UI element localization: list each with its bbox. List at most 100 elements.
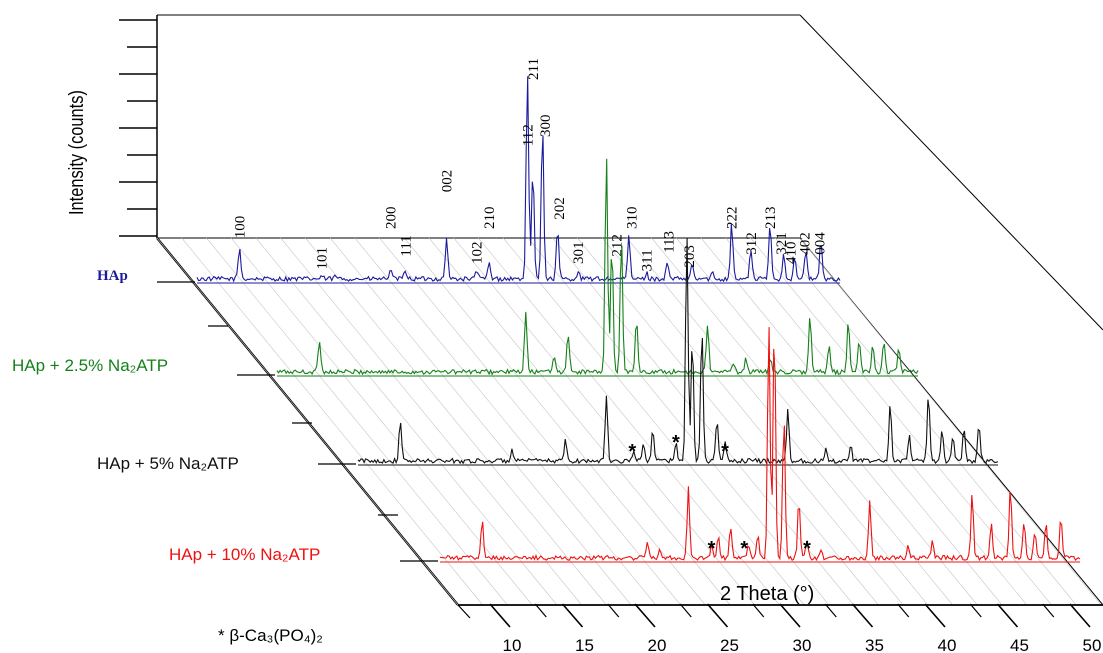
tcp-marker: * [672, 432, 680, 454]
tcp-marker: * [708, 538, 716, 560]
miller-index-label: 102 [470, 241, 486, 264]
floor-grid-line [478, 237, 780, 606]
floor-grid-line [181, 237, 483, 606]
x-minor-tick [897, 603, 910, 618]
miller-index-label: 202 [552, 197, 568, 220]
footnote-mark: * [218, 626, 225, 645]
floor-grid-line [552, 237, 854, 606]
floor-grid-line [750, 237, 1052, 606]
x-tick-label: 10 [503, 636, 522, 653]
x-tick-label: 45 [1010, 636, 1029, 653]
floor-grid-line [651, 237, 953, 606]
y-axis [119, 19, 157, 237]
chart-frame [156, 14, 1103, 606]
miller-index-label: 113 [662, 231, 678, 253]
tcp-marker: * [721, 441, 729, 463]
floor-grid-line [428, 237, 731, 606]
floor-grid-line [329, 237, 632, 606]
series-2: * * * [357, 237, 999, 466]
floor-grid-line [799, 237, 1102, 606]
miller-index-label: 002 [440, 170, 456, 193]
floor-grid-line [700, 237, 1003, 606]
floor-grid-line [255, 237, 558, 606]
miller-index-label: 312 [744, 232, 760, 255]
floor-grid-line [305, 237, 607, 606]
x-minor-tick [607, 603, 620, 618]
floor-grid-line [280, 237, 582, 606]
footnote-text: β-Ca₃(PO₄)₂ [229, 626, 323, 645]
floor-grid-line [404, 237, 706, 606]
x-major-tick [1069, 603, 1091, 628]
x-minor-tick [457, 604, 471, 619]
floor-grid-line [453, 237, 756, 606]
x-axis: 10 15 20 25 30 35 40 45 50 [457, 603, 1103, 653]
x-tick-label: 40 [938, 636, 957, 653]
floor-grid-line [379, 237, 681, 606]
x-tick-label: 15 [575, 636, 594, 653]
tcp-marker: * [740, 538, 748, 560]
floor-grid-line [502, 237, 805, 606]
x-tick-label: 35 [865, 636, 884, 653]
floor-grid-line [206, 237, 508, 606]
x-minor-tick [534, 603, 547, 618]
miller-index-label: 213 [763, 207, 779, 230]
miller-index-label: 112 [520, 124, 536, 146]
floor-grid-line [725, 237, 1028, 606]
x-tick-label: 20 [648, 636, 667, 653]
x-major-tick [851, 603, 874, 628]
series-layer: 100 101 200 111 002 102 210 112 211 300 202 301 212 3… [196, 58, 1081, 563]
x-minor-tick [679, 603, 692, 618]
x-major-tick [996, 603, 1019, 628]
tcp-marker: * [628, 441, 636, 463]
series-label-hap-10: HAp + 10% Na₂ATP [169, 545, 321, 564]
floor-grid-line [230, 237, 533, 606]
miller-index-label: 210 [482, 207, 498, 229]
x-major-tick [924, 603, 946, 628]
x-major-tick [706, 603, 729, 628]
right-wall-top [799, 14, 1103, 331]
tcp-marker: * [803, 538, 811, 560]
series-label-hap-2-5: HAp + 2.5% Na₂ATP [12, 356, 169, 375]
x-major-tick [779, 603, 801, 628]
floor-grid-line [577, 237, 879, 606]
series-label-hap-5: HAp + 5% Na₂ATP [97, 454, 239, 473]
miller-index-label: 311 [640, 249, 656, 271]
miller-index-label: 321 [774, 232, 790, 255]
miller-index-label: 301 [571, 241, 587, 264]
x-tick-label: 30 [793, 636, 812, 653]
miller-index-label: 300 [538, 115, 554, 138]
miller-index-label: 203 [682, 245, 698, 268]
floor-grid-line [354, 237, 657, 606]
miller-index-label: 402 [797, 232, 813, 255]
floor-grid-line [775, 237, 1077, 606]
miller-index-label: 410 [784, 241, 800, 264]
x-minor-tick [1042, 603, 1055, 618]
miller-index-label: 111 [398, 235, 414, 256]
y-axis-label: Intensity (counts) [66, 90, 88, 215]
miller-index-label: 004 [812, 232, 828, 255]
x-tick-label: 25 [720, 636, 739, 653]
miller-index-label: 100 [233, 216, 249, 239]
series-1 [276, 158, 919, 377]
floor-grid-line [676, 237, 978, 606]
miller-index-label: 200 [383, 207, 399, 230]
miller-index-label: 310 [625, 207, 641, 230]
x-axis-label: 2 Theta (°) [720, 583, 815, 605]
series-line [439, 327, 1081, 562]
x-minor-tick [752, 603, 765, 618]
x-major-tick [561, 603, 584, 628]
x-minor-tick [969, 603, 982, 618]
footnote: * β-Ca₃(PO₄)₂ [218, 626, 323, 646]
series-line [196, 76, 841, 283]
floor-grid-line [626, 237, 929, 606]
miller-index-label: 222 [725, 207, 741, 230]
x-major-tick [634, 603, 656, 628]
x-tick-label: 50 [1083, 636, 1102, 653]
floor-grid-line [527, 237, 830, 606]
series-3: * * * [439, 327, 1081, 563]
miller-index-label: 212 [610, 234, 626, 257]
x-major-tick [489, 603, 511, 628]
series-line [357, 237, 999, 465]
